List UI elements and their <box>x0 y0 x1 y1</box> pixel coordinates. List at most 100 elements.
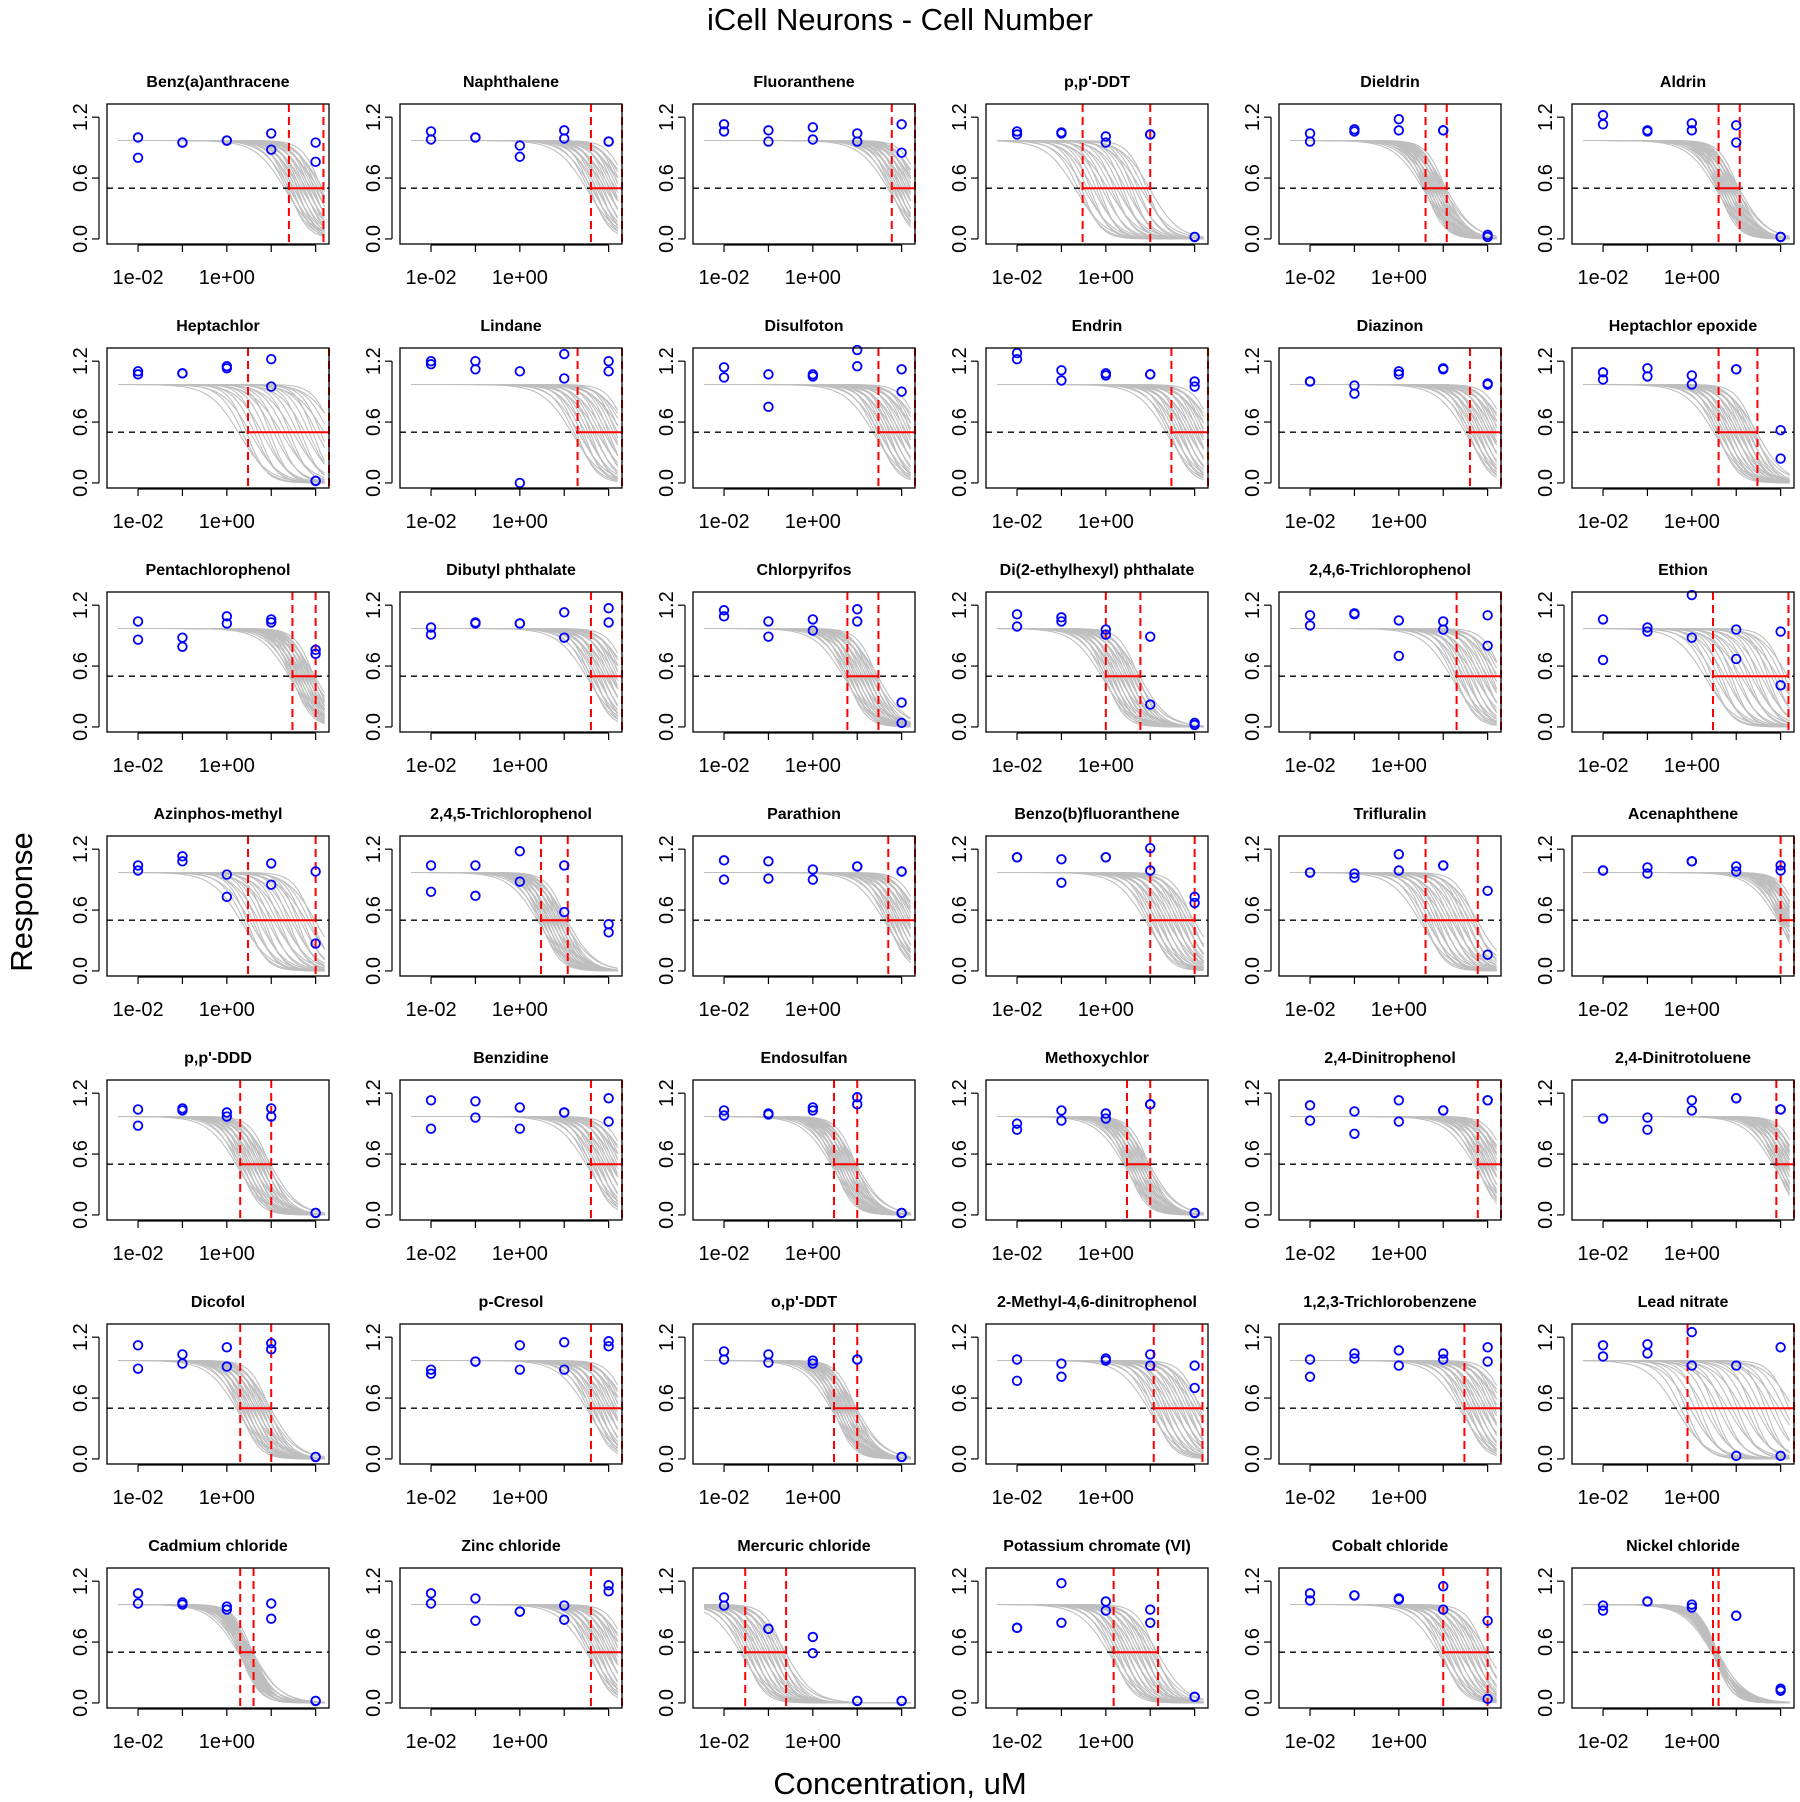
y-tick-label: 0.0 <box>70 1445 92 1473</box>
fit-curve <box>118 871 325 959</box>
fit-curve <box>118 1359 325 1460</box>
data-point <box>470 1096 481 1107</box>
fit-curve <box>997 140 1204 240</box>
fit-curve <box>118 1115 325 1216</box>
fit-curve <box>997 871 1205 954</box>
fit-curve <box>411 871 618 972</box>
data-point <box>763 125 774 136</box>
data-point <box>266 381 277 392</box>
data-point <box>1056 1371 1067 1382</box>
data-point <box>1597 1600 1609 1611</box>
data-point <box>177 1349 188 1360</box>
panel-title: Endosulfan <box>760 1050 847 1067</box>
data-point <box>1597 367 1609 378</box>
plot-frame <box>106 591 330 733</box>
fit-curve <box>118 139 326 192</box>
fit-curve <box>997 140 1204 240</box>
data-point <box>266 1344 277 1355</box>
fit-curve <box>118 871 325 971</box>
fit-curve <box>118 1115 325 1214</box>
fit-curves <box>411 1603 619 1698</box>
fit-curve <box>997 1603 1204 1700</box>
data-point <box>852 1354 863 1365</box>
y-tick-label: 0.0 <box>1535 1445 1557 1473</box>
y-tick-label: 0.0 <box>363 469 385 497</box>
y-tick-label: 0.6 <box>949 896 971 924</box>
fit-curve <box>1290 627 1498 664</box>
panel: Endrin 1e-02 1e+00 0.0 0.6 1.2 <box>949 318 1209 533</box>
fit-curve <box>118 1359 325 1460</box>
y-tick-label: 0.0 <box>1242 1201 1264 1229</box>
y-tick-label: 1.2 <box>363 103 385 131</box>
fit-curve <box>997 139 1204 240</box>
data-point <box>1438 860 1449 871</box>
data-point <box>1731 653 1742 665</box>
fit-curve <box>1290 627 1498 704</box>
fit-curve <box>118 1115 325 1215</box>
panel-title: Disulfoton <box>764 318 843 335</box>
fit-curve <box>411 871 618 972</box>
data-point <box>1304 1115 1316 1126</box>
x-tick-label: 1e-02 <box>991 1731 1042 1753</box>
data-point <box>470 132 481 143</box>
fit-curve <box>1290 627 1498 704</box>
fit-curve <box>118 1115 325 1216</box>
data-point <box>1189 897 1200 909</box>
data-point <box>1349 868 1360 879</box>
fit-curve <box>1290 139 1497 240</box>
data-point <box>310 1451 321 1463</box>
data-point <box>603 1586 614 1597</box>
y-tick-label: 0.0 <box>1535 713 1557 741</box>
data-point <box>763 616 774 627</box>
data-point <box>177 368 188 379</box>
data-point <box>221 869 233 880</box>
data-point <box>559 133 570 144</box>
panel-title: Aldrin <box>1660 74 1706 91</box>
y-tick-label: 0.6 <box>70 1384 92 1412</box>
fit-curve <box>411 871 618 972</box>
x-tick-label: 1e-02 <box>1577 511 1628 533</box>
panel: Heptachlor 1e-02 1e+00 0.0 0.6 1.2 <box>70 318 330 533</box>
y-tick-label: 1.2 <box>363 835 385 863</box>
y-tick-label: 0.6 <box>1535 896 1557 924</box>
chart-title: iCell Neurons - Cell Number <box>707 2 1093 37</box>
panel-title: o,p'-DDT <box>771 1294 837 1311</box>
data-point <box>603 1116 614 1127</box>
panel: o,p'-DDT 1e-02 1e+00 0.0 0.6 1.2 <box>656 1294 916 1509</box>
x-tick-label: 1e+00 <box>1664 267 1720 289</box>
fit-curve <box>411 871 618 972</box>
y-tick-label: 0.6 <box>70 408 92 436</box>
plot-frame <box>399 347 623 489</box>
fit-curve <box>118 1359 325 1460</box>
data-point <box>1482 1356 1493 1367</box>
fit-curve <box>997 383 1204 471</box>
x-tick-label: 1e+00 <box>1371 511 1427 533</box>
x-tick-label: 1e+00 <box>492 511 548 533</box>
fit-curve <box>411 139 619 227</box>
data-point <box>514 1340 526 1351</box>
panel: 1,2,3-Trichlorobenzene 1e-02 1e+00 0.0 0.6 1.… <box>1242 1294 1502 1509</box>
data-point <box>425 860 437 871</box>
fit-curve <box>997 139 1204 240</box>
data-point <box>470 1356 481 1367</box>
data-point <box>807 1358 819 1369</box>
fit-curve <box>118 871 325 972</box>
data-point <box>1775 424 1786 436</box>
y-tick-label: 0.6 <box>656 896 678 924</box>
fit-curve <box>411 871 618 972</box>
plot-frame <box>985 591 1209 733</box>
y-tick-label: 0.0 <box>949 225 971 253</box>
data-point <box>470 890 481 902</box>
data-point <box>1189 1691 1200 1703</box>
x-tick-label: 1e+00 <box>1664 999 1720 1021</box>
data-point <box>763 136 774 147</box>
y-tick-label: 1.2 <box>1242 591 1264 619</box>
y-tick-label: 0.0 <box>70 1201 92 1229</box>
fit-curve <box>118 1116 325 1216</box>
y-tick-label: 0.6 <box>1535 1384 1557 1412</box>
fit-curve <box>411 871 618 972</box>
fit-curve <box>1290 139 1497 240</box>
data-point <box>1686 370 1698 381</box>
data-point <box>1145 1604 1156 1615</box>
data-point <box>1145 1360 1156 1371</box>
